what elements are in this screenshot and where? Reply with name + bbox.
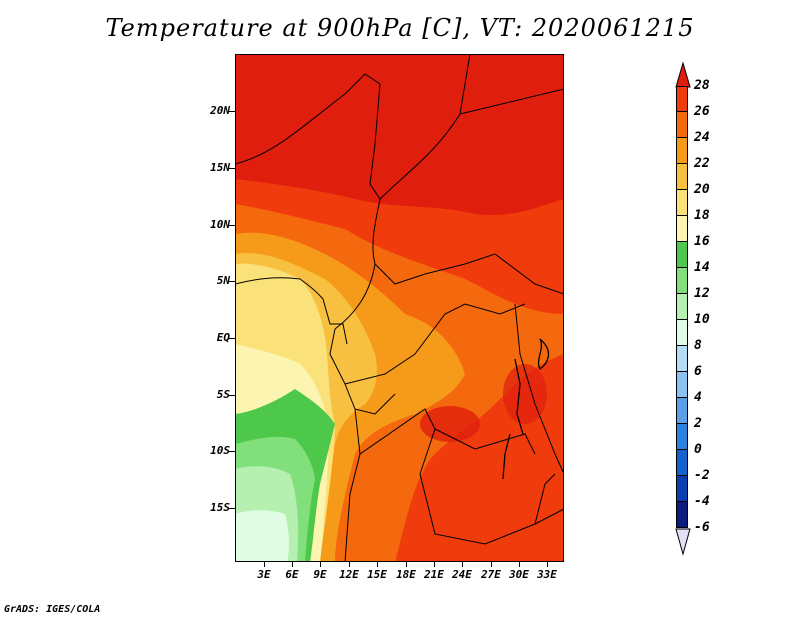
footer-credit: GrADS: IGES/COLA [4,604,101,615]
lon-tick [292,562,293,567]
lon-label-12e: 12E [339,568,359,581]
lon-tick [434,562,435,567]
colorbar-swatch [676,476,688,502]
lat-tick [229,508,235,509]
temperature-map [235,54,564,562]
lon-label-18e: 18E [396,568,416,581]
colorbar-label: 16 [694,234,710,249]
colorbar-label: 0 [694,442,702,457]
colorbar-label: 10 [694,312,710,327]
colorbar-swatch [676,320,688,346]
lon-label-9e: 9E [313,568,327,581]
field-8 [235,510,290,562]
colorbar-label: 22 [694,156,710,171]
colorbar-label: -4 [694,494,710,509]
colorbar-label: -2 [694,468,710,483]
temperature-field [235,54,564,562]
colorbar-top-arrow [675,62,691,88]
lon-tick [264,562,265,567]
lon-tick [491,562,492,567]
colorbar-label: 2 [694,416,702,431]
lon-label-30e: 30E [509,568,529,581]
lon-label-6e: 6E [285,568,299,581]
lon-label-15e: 15E [367,568,387,581]
colorbar-bottom-arrow [675,528,691,556]
colorbar-swatch [676,424,688,450]
colorbar-label: 20 [694,182,710,197]
colorbar-label: 12 [694,286,710,301]
lat-tick [229,395,235,396]
colorbar-label: 18 [694,208,710,223]
colorbar-swatch [676,346,688,372]
lat-label-5s: 5S [216,388,230,401]
lon-tick [320,562,321,567]
colorbar-label: 24 [694,130,710,145]
colorbar-swatch [676,242,688,268]
lon-label-27e: 27E [481,568,501,581]
colorbar-label: 28 [694,78,710,93]
colorbar-label: 4 [694,390,702,405]
lat-label-15s: 15S [210,501,230,514]
colorbar-swatch [676,502,688,528]
lat-label-10n: 10N [210,218,230,231]
colorbar-label: 26 [694,104,710,119]
colorbar-label: 8 [694,338,702,353]
lat-label-15n: 15N [210,161,230,174]
lat-tick [229,111,235,112]
lon-tick [547,562,548,567]
lake-outlines [502,338,550,480]
colorbar-swatch [676,138,688,164]
colorbar-swatch [676,86,688,112]
lon-label-21e: 21E [424,568,444,581]
colorbar-swatch [676,294,688,320]
colorbar-swatch [676,112,688,138]
lat-label-eq: EQ [216,331,230,344]
lat-label-20n: 20N [210,104,230,117]
chart-title: Temperature at 900hPa [C], VT: 202006121… [105,14,695,42]
colorbar-swatch [676,372,688,398]
lat-tick [229,225,235,226]
lat-label-10s: 10S [210,444,230,457]
lon-tick [377,562,378,567]
warm-patch [420,406,480,442]
lat-tick [229,338,235,339]
colorbar [676,86,688,528]
colorbar-label: 14 [694,260,710,275]
colorbar-swatch [676,216,688,242]
colorbar-swatch [676,268,688,294]
lon-label-24e: 24E [452,568,472,581]
lat-tick [229,451,235,452]
country-borders [235,54,564,562]
lat-tick [229,168,235,169]
lon-tick [406,562,407,567]
colorbar-label: -6 [694,520,710,535]
warm-patch [503,364,547,424]
lon-tick [519,562,520,567]
lon-tick [462,562,463,567]
lon-label-33e: 33E [537,568,557,581]
colorbar-label: 6 [694,364,702,379]
colorbar-swatch [676,450,688,476]
colorbar-swatch [676,190,688,216]
lon-tick [349,562,350,567]
colorbar-swatch [676,398,688,424]
colorbar-swatch [676,164,688,190]
lat-tick [229,281,235,282]
lon-label-3e: 3E [257,568,271,581]
lat-label-5n: 5N [216,274,230,287]
